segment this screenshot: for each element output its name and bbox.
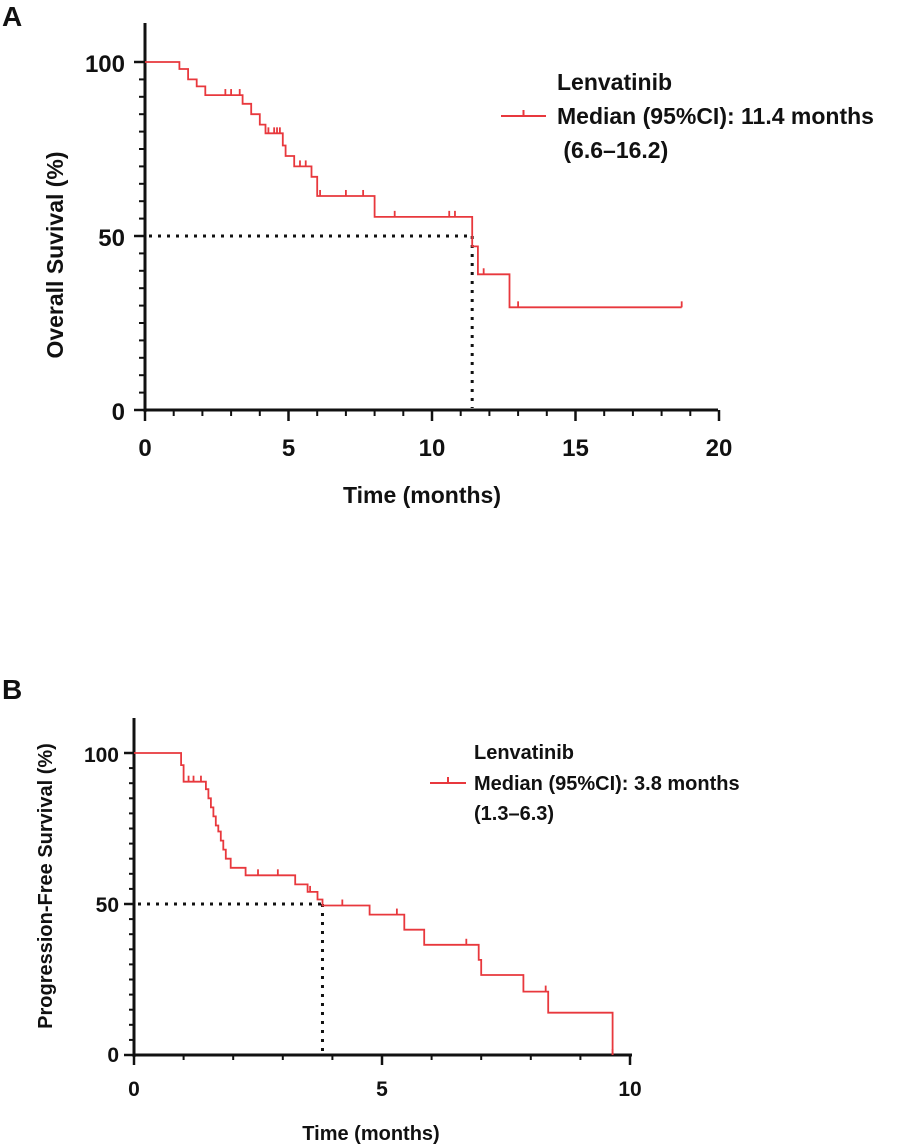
panel-b-ytick-label-50: 50 [96,894,119,917]
panel-a-survival-curve [145,61,682,309]
panel-b-legend: Lenvatinib Median (95%CI): 3.8 months (1… [430,742,740,825]
panel-a-xtick-label-20: 20 [706,435,733,462]
panel-a-y-axis-title: Overall Suvival (%) [42,151,68,358]
panel-b-label: B [2,674,22,705]
panel-b-survival-curve [134,752,614,1055]
panel-b-xtick-label-5: 5 [376,1078,388,1101]
panel-a: A 100 50 0 0 5 10 15 20 Time (months) Ov… [2,1,874,508]
panel-a-xtick-label-5: 5 [282,435,295,462]
panel-a-legend-title: Lenvatinib [557,69,672,95]
panel-b-ytick-label-100: 100 [84,744,119,767]
panel-a-xtick-label-15: 15 [562,435,589,462]
panel-b-median-guide [138,902,324,1053]
panel-b-censor-marks [187,775,614,1055]
panel-a-legend-ci: (6.6–16.2) [557,137,668,163]
panel-a-median-guide [149,234,474,408]
panel-b-ticks [124,751,632,1065]
panel-a-label: A [2,1,22,32]
panel-b-legend-median: Median (95%CI): 3.8 months [474,773,740,795]
panel-b-legend-ci: (1.3–6.3) [474,803,554,825]
panel-b-ytick-label-0: 0 [107,1044,119,1067]
panel-a-legend-median: Median (95%CI): 11.4 months [557,103,874,129]
panel-a-ytick-label-50: 50 [98,225,125,252]
panel-b-xtick-label-10: 10 [618,1078,641,1101]
panel-b-y-axis-title: Progression-Free Survival (%) [35,743,57,1029]
panel-a-x-axis-title: Time (months) [343,482,501,508]
panel-a-censor-marks [224,89,683,308]
panel-a-xtick-label-0: 0 [138,435,151,462]
panel-b-xtick-label-0: 0 [128,1078,140,1101]
panel-b-legend-title: Lenvatinib [474,742,574,764]
panel-a-ytick-label-0: 0 [112,399,125,426]
panel-b-x-axis-title: Time (months) [302,1123,439,1145]
panel-a-ytick-label-100: 100 [85,51,125,78]
panel-a-xtick-label-10: 10 [419,435,446,462]
panel-a-legend: Lenvatinib Median (95%CI): 11.4 months (… [501,69,874,163]
panel-b: B 100 50 0 0 5 10 Time (months) Progress… [2,674,740,1145]
